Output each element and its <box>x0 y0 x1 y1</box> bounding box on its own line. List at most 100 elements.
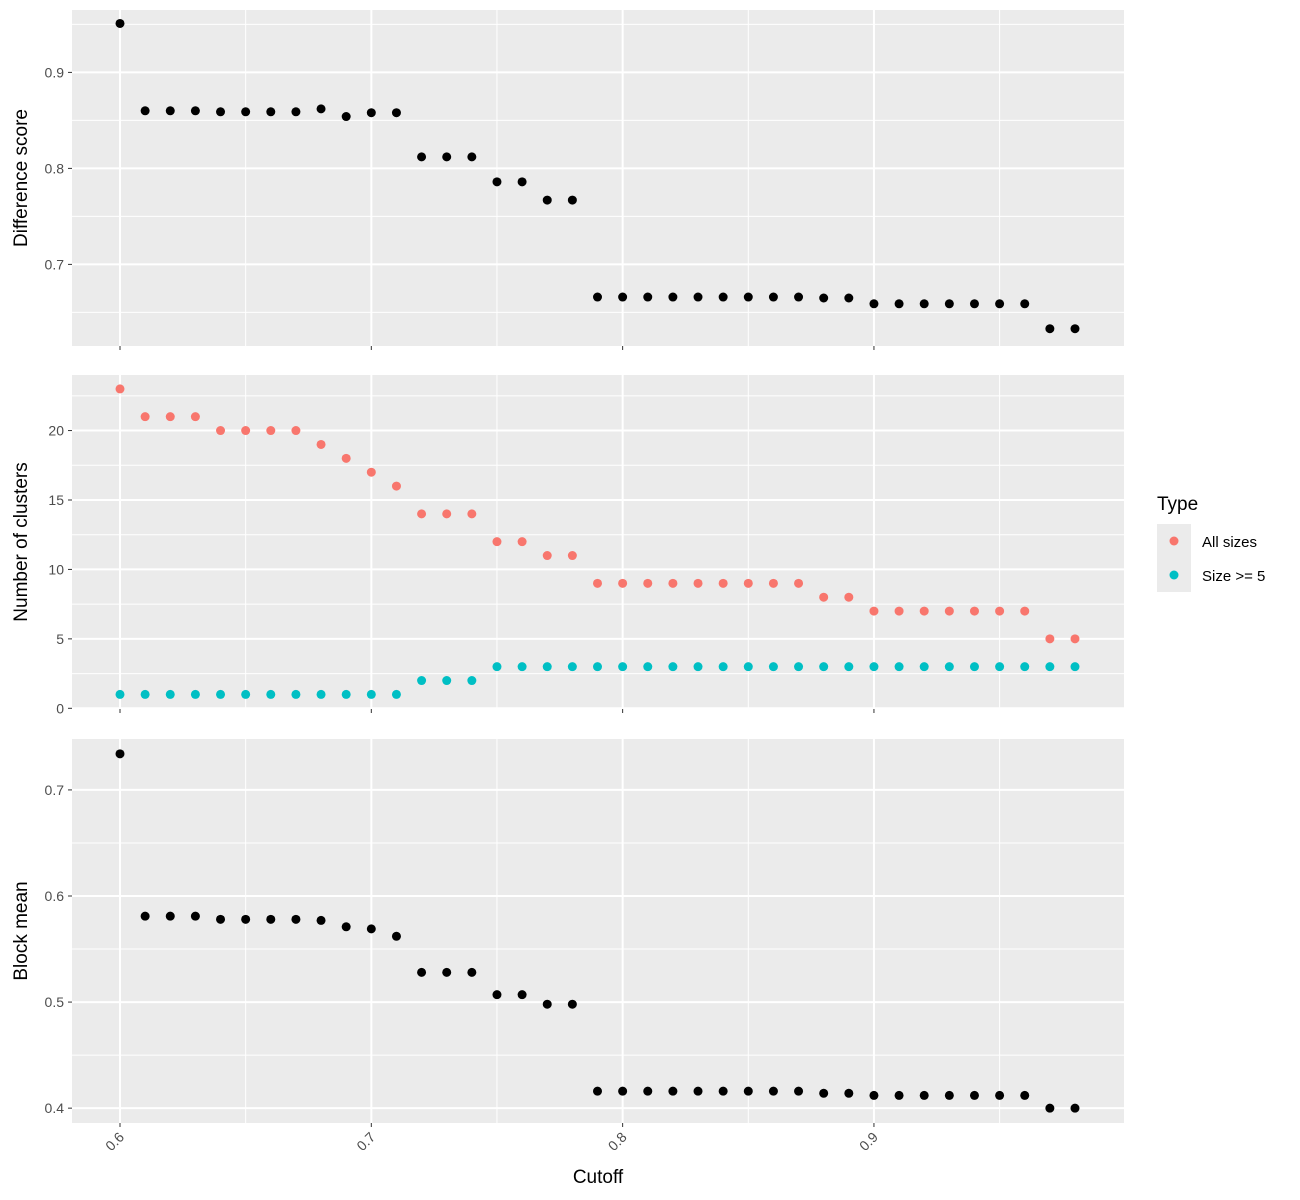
data-point <box>291 426 301 436</box>
data-point <box>467 152 477 162</box>
y-axis-title: Block mean <box>11 881 32 980</box>
data-point <box>442 509 452 519</box>
data-point <box>467 967 477 977</box>
data-point <box>140 689 150 699</box>
data-point <box>693 578 703 588</box>
data-point <box>1070 634 1080 644</box>
data-point <box>794 578 804 588</box>
y-tick-label: 0.8 <box>45 160 65 176</box>
legend-label-all-sizes: All sizes <box>1202 534 1257 551</box>
data-point <box>869 1090 879 1100</box>
panel-3: 0.4 0.5 0.6 0.7 Block mean <box>11 739 1124 1127</box>
data-point <box>492 990 502 1000</box>
data-point <box>391 689 401 699</box>
data-point <box>819 1088 829 1098</box>
data-point <box>743 662 753 672</box>
data-point <box>894 662 904 672</box>
data-point <box>768 1086 778 1096</box>
data-point <box>919 606 929 616</box>
data-point <box>266 914 276 924</box>
data-point <box>542 195 552 205</box>
data-point <box>216 107 226 117</box>
data-point <box>1020 1090 1030 1100</box>
data-point <box>869 662 879 672</box>
data-point <box>115 689 125 699</box>
data-point <box>668 578 678 588</box>
data-point <box>919 662 929 672</box>
data-point <box>190 911 200 921</box>
data-point <box>919 1090 929 1100</box>
data-point <box>241 107 251 117</box>
data-point <box>919 299 929 309</box>
legend-label-size-5: Size >= 5 <box>1202 568 1265 585</box>
data-point <box>567 999 577 1009</box>
data-point <box>1045 1103 1055 1113</box>
data-point <box>115 18 125 28</box>
data-point <box>542 999 552 1009</box>
y-tick-label: 15 <box>48 492 64 508</box>
data-point <box>743 1086 753 1096</box>
data-point <box>718 292 728 302</box>
data-point <box>643 662 653 672</box>
legend-point-size-5 <box>1169 570 1179 580</box>
data-point <box>266 107 276 117</box>
data-point <box>266 689 276 699</box>
data-point <box>492 177 502 187</box>
data-point <box>241 689 251 699</box>
data-point <box>693 1086 703 1096</box>
data-point <box>417 676 427 686</box>
panel-1: 0.7 0.8 0.9 Difference score <box>11 10 1124 350</box>
data-point <box>241 914 251 924</box>
data-point <box>291 107 301 117</box>
data-point <box>1045 662 1055 672</box>
data-point <box>241 426 251 436</box>
data-point <box>944 299 954 309</box>
data-point <box>1045 324 1055 334</box>
data-point <box>417 967 427 977</box>
data-point <box>190 689 200 699</box>
y-tick-label: 0.6 <box>45 888 65 904</box>
y-tick-label: 5 <box>56 631 64 647</box>
data-point <box>643 578 653 588</box>
data-point <box>391 108 401 118</box>
data-point <box>190 412 200 422</box>
data-point <box>316 689 326 699</box>
legend-title: Type <box>1157 494 1198 515</box>
data-point <box>391 481 401 491</box>
data-point <box>417 152 427 162</box>
y-tick-label: 10 <box>48 561 64 577</box>
data-point <box>165 412 175 422</box>
data-point <box>794 1086 804 1096</box>
data-point <box>969 662 979 672</box>
data-point <box>467 509 477 519</box>
data-point <box>366 924 376 934</box>
data-point <box>768 662 778 672</box>
data-point <box>969 606 979 616</box>
data-point <box>995 299 1005 309</box>
data-point <box>794 662 804 672</box>
data-point <box>844 1088 854 1098</box>
data-point <box>467 676 477 686</box>
data-point <box>869 299 879 309</box>
data-point <box>115 749 125 759</box>
data-point <box>869 606 879 616</box>
y-tick-label: 0 <box>56 700 64 716</box>
data-point <box>718 662 728 672</box>
data-point <box>542 551 552 561</box>
data-point <box>140 106 150 116</box>
data-point <box>492 537 502 547</box>
data-point <box>115 384 125 394</box>
data-point <box>643 1086 653 1096</box>
data-point <box>668 1086 678 1096</box>
data-point <box>768 292 778 302</box>
y-tick-label: 0.7 <box>45 256 65 272</box>
data-point <box>492 662 502 672</box>
data-point <box>316 104 326 114</box>
panels-group: 0.7 0.8 0.9 Difference score 0 5 10 15 20 Number … <box>11 10 1124 1154</box>
y-axis-title: Difference score <box>11 109 32 247</box>
data-point <box>391 931 401 941</box>
data-point <box>341 453 351 463</box>
data-point <box>316 439 326 449</box>
data-point <box>216 426 226 436</box>
data-point <box>517 537 527 547</box>
